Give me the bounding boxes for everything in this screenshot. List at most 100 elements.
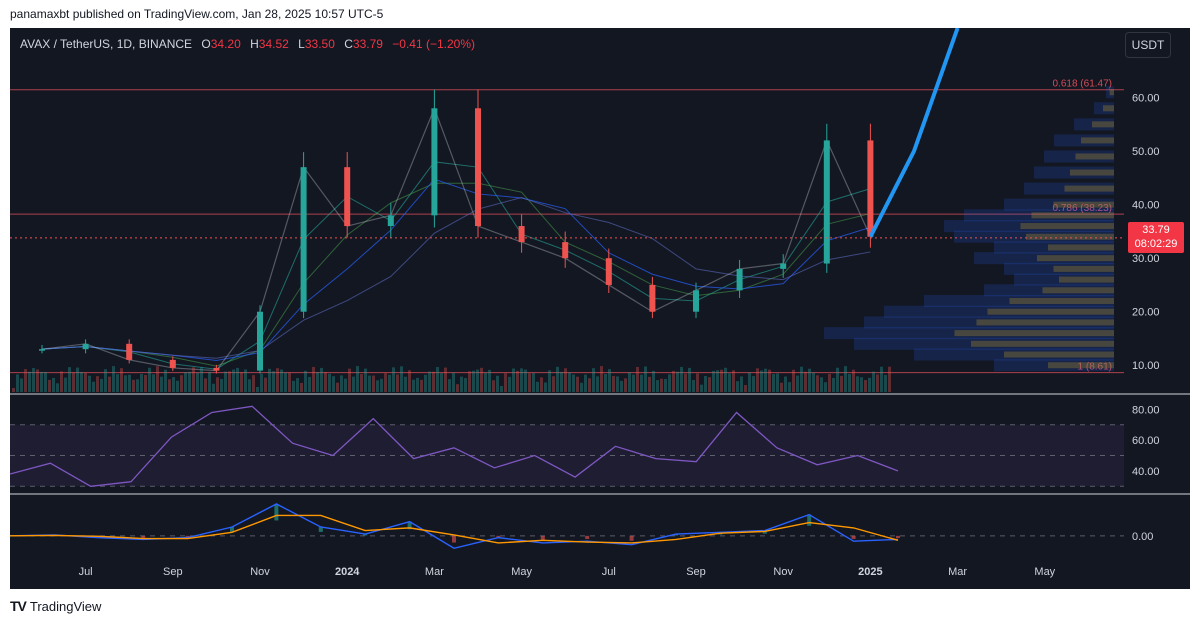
price-chart-svg[interactable]: 0.618 (61.47) 0.786 (38.23) 1 (8.61) Jul Sep…: [10, 28, 1138, 589]
volume-bar: [608, 369, 611, 392]
volume-profile-bar: [1014, 273, 1114, 286]
volume-bar: [224, 371, 227, 392]
candle-body: [736, 268, 743, 291]
price-series-line: [41, 106, 871, 372]
volume-bar: [36, 369, 39, 392]
volume-bar: [804, 371, 807, 392]
volume-bar: [376, 380, 379, 392]
volume-bar: [296, 378, 299, 392]
volume-bar: [784, 376, 787, 392]
candle-body: [169, 359, 176, 368]
volume-bar: [852, 369, 855, 392]
macd-histogram-bar: [540, 535, 545, 540]
currency-button[interactable]: USDT: [1125, 32, 1171, 58]
macd-tick-label: 0.00: [1132, 531, 1153, 543]
volume-bar: [160, 376, 163, 392]
volume-bar: [888, 366, 891, 392]
volume-profile-bar: [976, 319, 1114, 326]
rsi-band: [10, 424, 1124, 487]
macd-histogram-bar: [274, 503, 279, 521]
time-axis-label: 2025: [858, 566, 882, 578]
candle-body: [387, 215, 394, 227]
volume-bar: [80, 371, 83, 392]
volume-bar: [384, 373, 387, 392]
volume-bar: [496, 375, 499, 392]
volume-bar: [528, 373, 531, 392]
volume-bar: [12, 388, 15, 392]
volume-bar: [328, 373, 331, 392]
tradingview-brand[interactable]: TV TradingView: [10, 598, 101, 614]
volume-bar: [796, 375, 799, 392]
candle-body: [39, 349, 45, 351]
volume-bar: [116, 374, 119, 392]
volume-bar: [884, 374, 887, 392]
volume-bar: [464, 378, 467, 392]
volume-bar: [652, 370, 655, 392]
candle-body: [213, 367, 220, 371]
rsi-tick-label: 40.00: [1132, 466, 1160, 478]
volume-bar: [24, 369, 27, 392]
volume-bar: [772, 373, 775, 392]
volume-bar: [308, 376, 311, 392]
volume-bar: [172, 377, 175, 392]
volume-profile-bar: [1053, 201, 1114, 208]
volume-profile-bar: [971, 340, 1114, 347]
volume-bar: [836, 367, 839, 392]
volume-profile-bar: [1074, 118, 1114, 131]
low-value: 33.50: [304, 37, 335, 51]
volume-bar: [284, 372, 287, 392]
volume-bar: [140, 373, 143, 392]
brand-label: TradingView: [29, 598, 102, 614]
volume-bar: [88, 375, 91, 392]
volume-bar: [712, 370, 715, 392]
volume-bar: [244, 369, 247, 392]
volume-profile-bar: [1081, 137, 1114, 144]
volume-bar: [432, 371, 435, 392]
volume-bar: [832, 377, 835, 392]
candle-body: [605, 258, 612, 285]
volume-bar: [164, 369, 167, 392]
volume-bar: [736, 381, 739, 392]
candle-body: [257, 311, 263, 371]
moving-average-line: [41, 196, 871, 359]
candle-body: [475, 108, 481, 227]
volume-bar: [176, 380, 179, 392]
volume-bar: [396, 374, 399, 392]
chart-area[interactable]: 0.618 (61.47) 0.786 (38.23) 1 (8.61) Jul Sep…: [10, 28, 1138, 589]
macd-histogram-bar: [629, 535, 634, 541]
time-axis-label: May: [1034, 566, 1055, 578]
volume-bar: [336, 382, 339, 392]
volume-bar: [524, 369, 527, 392]
volume-bar: [208, 372, 211, 392]
volume-bar: [316, 372, 319, 392]
open-label: O: [201, 37, 211, 51]
price-scale[interactable]: 60.00 50.00 40.00 30.00 20.00 10.00 80.00 60.00…: [1124, 28, 1190, 589]
volume-bar: [276, 368, 279, 392]
volume-bar: [380, 378, 383, 392]
time-axis-label: Mar: [425, 566, 444, 578]
volume-bar: [488, 369, 491, 392]
volume-bar: [128, 374, 131, 392]
volume-bar: [744, 385, 747, 392]
volume-bar: [64, 377, 67, 392]
volume-bar: [428, 371, 431, 392]
volume-bar: [324, 372, 327, 392]
tradingview-logo-icon: TV: [10, 598, 27, 614]
price-scale-svg: 60.00 50.00 40.00 30.00 20.00 10.00 80.00 60.00…: [1124, 93, 1190, 543]
volume-profile-bar: [1042, 287, 1114, 294]
volume-bar: [48, 379, 51, 392]
volume-bar: [724, 367, 727, 392]
candle-body: [431, 108, 438, 216]
volume-bar: [300, 382, 303, 392]
time-axis-label: Nov: [250, 566, 270, 578]
volume-bar: [156, 366, 159, 392]
candle-body: [693, 290, 699, 312]
volume-bar: [420, 379, 423, 392]
volume-bar: [256, 387, 259, 392]
volume-bar: [444, 367, 447, 392]
volume-bar: [688, 367, 691, 392]
volume-bar: [272, 371, 275, 392]
volume-bar: [100, 378, 103, 392]
symbol-legend[interactable]: AVAX / TetherUS, 1D, BINANCE O34.20 H34.…: [20, 37, 475, 51]
macd-histogram-bar: [407, 521, 412, 530]
